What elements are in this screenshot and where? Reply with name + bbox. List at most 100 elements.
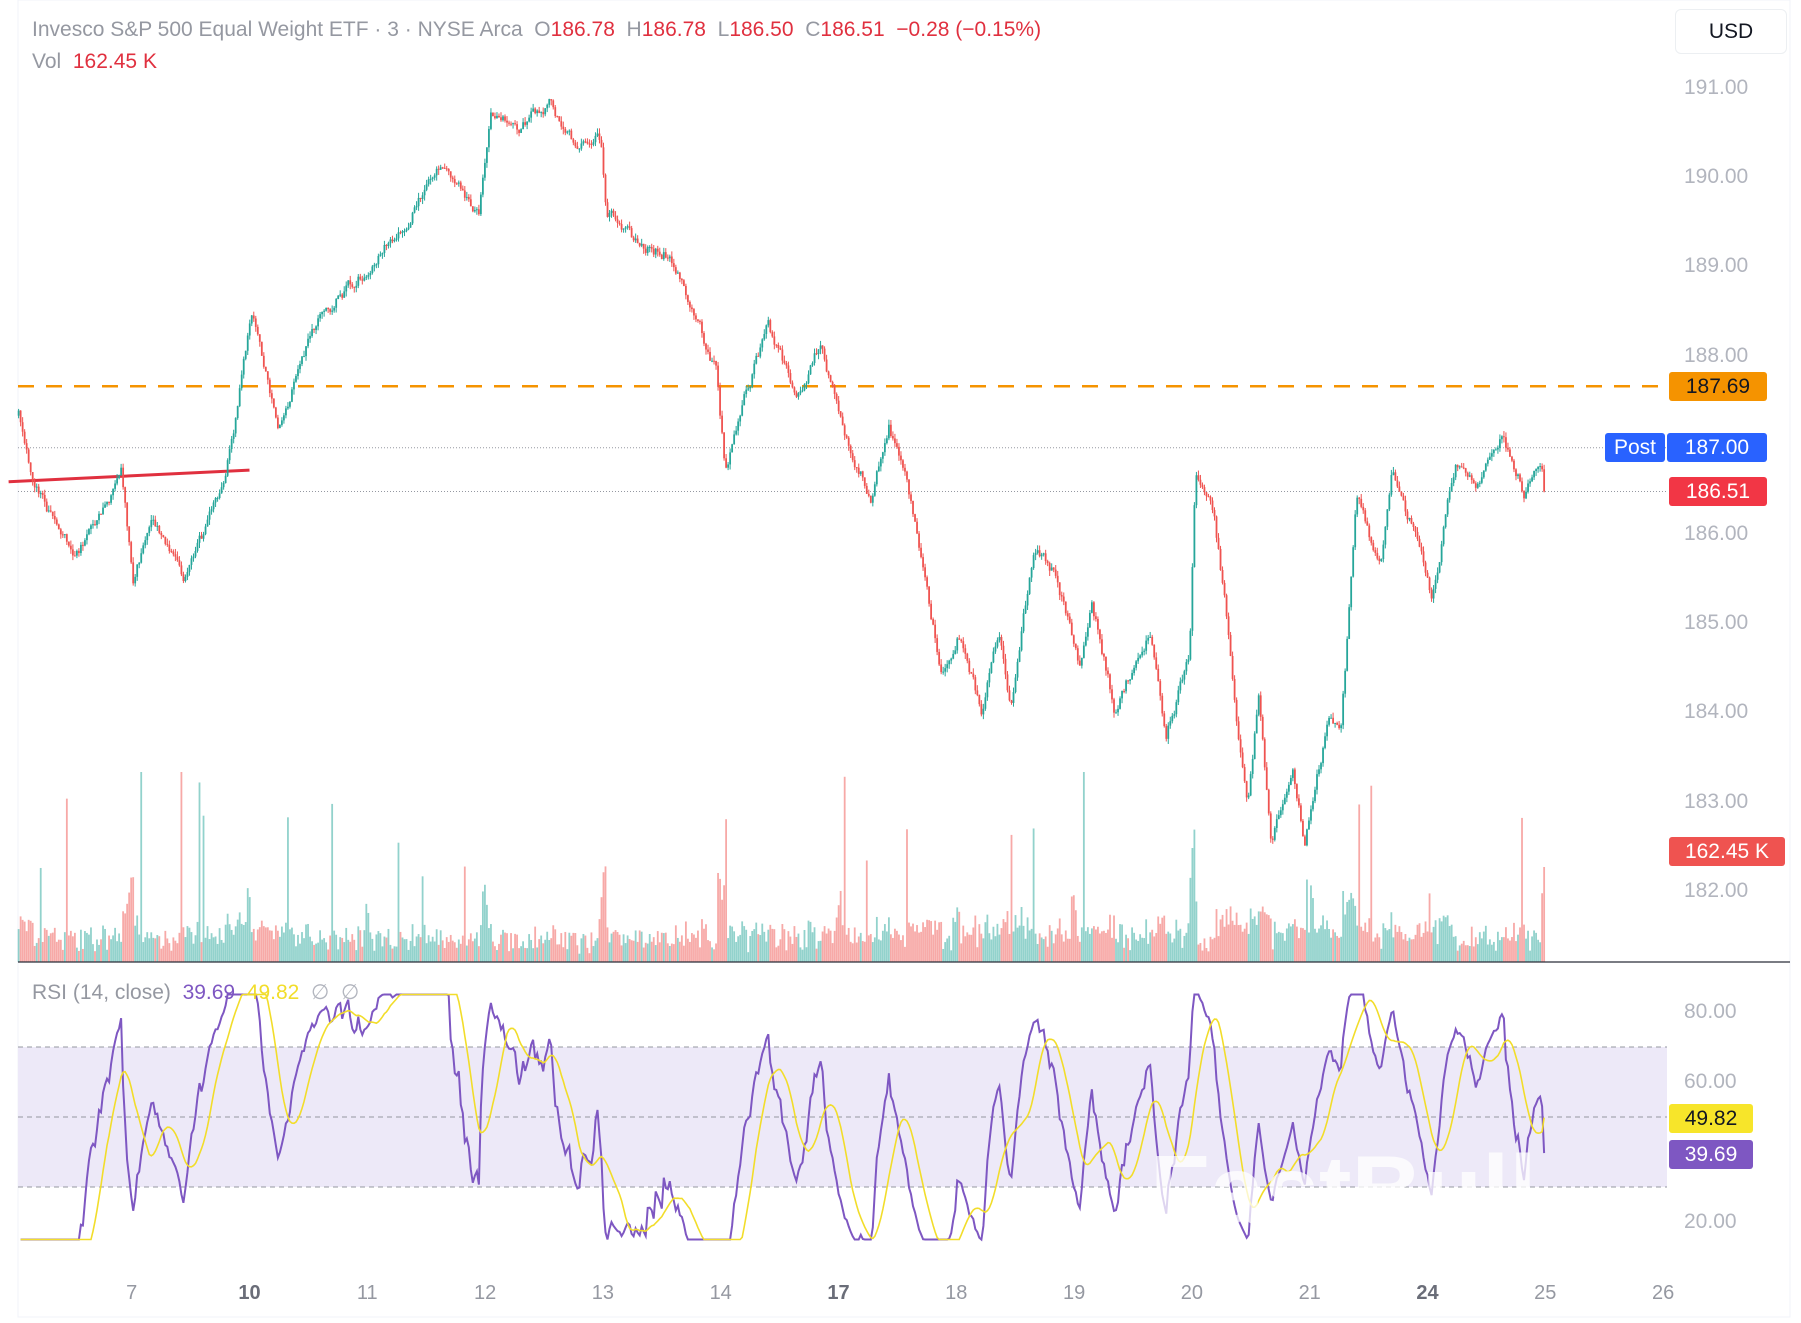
- candle-body: [618, 222, 621, 224]
- candle-body: [845, 435, 848, 438]
- volume-bar: [524, 947, 527, 962]
- candle-body: [928, 586, 930, 604]
- candle-body: [1173, 714, 1176, 716]
- candle-body: [1082, 645, 1085, 658]
- candle-body: [518, 129, 520, 133]
- candle-body: [1521, 481, 1523, 492]
- volume-bar: [1426, 931, 1429, 962]
- candle-body: [1133, 667, 1136, 674]
- candle-body: [385, 244, 388, 246]
- volume-bar: [942, 948, 945, 962]
- candle-body: [281, 420, 283, 425]
- candle-body: [51, 511, 54, 516]
- candle-body: [481, 177, 484, 195]
- volume-bar: [885, 931, 888, 962]
- volume-bar: [1509, 940, 1511, 962]
- price-axis-label: 191.00: [1684, 76, 1749, 99]
- volume-bar: [186, 926, 189, 962]
- candle-body: [668, 256, 671, 259]
- volume-bar: [1310, 885, 1312, 962]
- volume-bar: [473, 938, 476, 962]
- volume-bar: [516, 934, 518, 962]
- volume-bar: [124, 913, 127, 962]
- volume-bar: [449, 934, 452, 962]
- volume-bar: [723, 885, 725, 962]
- candle-body: [1438, 562, 1441, 573]
- volume-bar: [69, 930, 72, 962]
- volume-bar: [1181, 947, 1184, 962]
- volume-bar: [1527, 930, 1529, 962]
- volume-bar: [405, 939, 408, 962]
- candle-body: [887, 424, 890, 439]
- candle-body: [1058, 582, 1061, 596]
- candle-body: [92, 524, 94, 526]
- volume-bar: [680, 935, 683, 962]
- candle-body: [1517, 474, 1519, 477]
- candle-body: [755, 355, 758, 364]
- volume-bar: [190, 932, 193, 962]
- candle-body: [600, 139, 603, 148]
- candle-body: [626, 226, 629, 228]
- volume-bar: [646, 943, 649, 962]
- currency-button[interactable]: USD: [1675, 9, 1787, 54]
- candle-body: [1342, 693, 1345, 726]
- candle-body: [1263, 739, 1266, 768]
- volume-bar: [469, 933, 472, 962]
- candle-body: [307, 338, 309, 347]
- candle-body: [222, 482, 225, 488]
- candle-body: [1362, 506, 1365, 511]
- time-axis-label: 21: [1298, 1282, 1321, 1304]
- volume-bar: [785, 950, 788, 962]
- volume-bar: [162, 945, 165, 962]
- volume-bar: [1511, 937, 1513, 962]
- candle-body: [936, 638, 939, 652]
- candle-body: [948, 660, 951, 665]
- volume-bar: [1388, 929, 1391, 962]
- volume-bar: [23, 921, 26, 962]
- candle-body: [146, 532, 149, 541]
- volume-bar: [206, 926, 209, 962]
- volume-bar: [417, 934, 420, 962]
- candle-body: [126, 502, 129, 527]
- candle-body: [1513, 460, 1515, 470]
- volume-bar: [409, 940, 412, 962]
- volume-bar: [1424, 921, 1427, 962]
- alert-price-tag[interactable]: 187.69: [1669, 372, 1767, 401]
- volume-bar: [1352, 898, 1355, 962]
- candle-body: [721, 415, 723, 433]
- candle-body: [419, 197, 422, 199]
- volume-bar: [156, 935, 159, 962]
- volume-bar: [214, 936, 217, 962]
- candle-body: [210, 509, 213, 512]
- volume-bar: [486, 904, 488, 962]
- candle-body: [664, 252, 667, 258]
- candle-body: [160, 532, 163, 536]
- candle-body: [1316, 774, 1318, 790]
- volume-bar: [898, 934, 900, 962]
- volume-bar: [640, 931, 643, 962]
- candle-body: [1012, 692, 1015, 703]
- volume-bar: [118, 933, 121, 962]
- candle-body: [168, 544, 171, 552]
- rsi-title[interactable]: RSI (14, close): [32, 981, 171, 1004]
- candle-body: [333, 307, 336, 311]
- candle-body: [45, 501, 48, 512]
- candle-body: [1257, 695, 1260, 715]
- volume-bar: [1211, 939, 1214, 962]
- candle-body: [1239, 739, 1242, 753]
- volume-bar: [1448, 926, 1451, 962]
- candle-body: [851, 453, 854, 461]
- candle-body: [1360, 498, 1363, 507]
- volume-bar: [966, 932, 969, 962]
- candle-body: [693, 309, 695, 316]
- volume-bar: [910, 926, 912, 962]
- candle-body: [942, 671, 945, 673]
- volume-bar: [1097, 926, 1099, 962]
- symbol-title[interactable]: Invesco S&P 500 Equal Weight ETF · 3 · N…: [32, 18, 523, 41]
- candle-body: [614, 215, 617, 220]
- candle-body: [106, 501, 108, 505]
- candle-body: [1050, 567, 1053, 571]
- volume-bar: [1374, 937, 1377, 962]
- volume-bar: [33, 945, 36, 962]
